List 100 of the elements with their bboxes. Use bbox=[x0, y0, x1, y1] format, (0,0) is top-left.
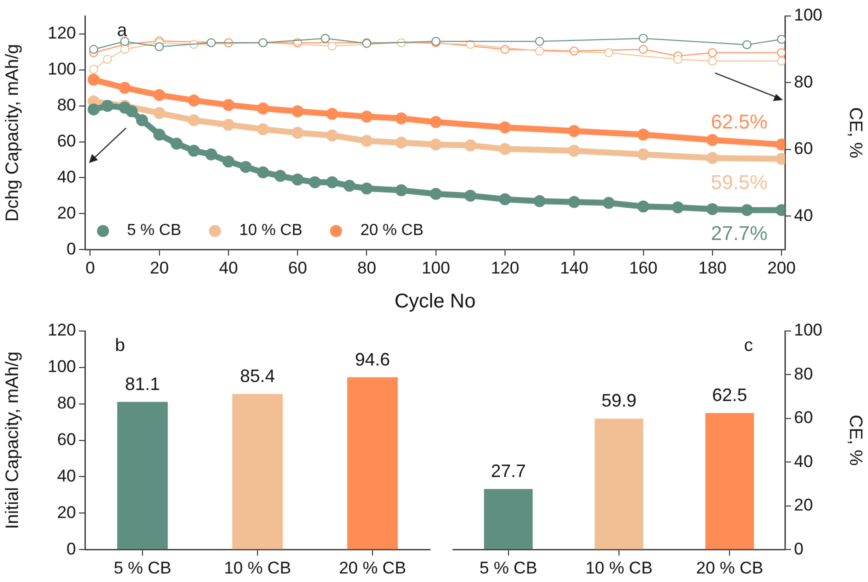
point bbox=[637, 148, 650, 160]
point bbox=[257, 123, 270, 136]
point bbox=[222, 98, 234, 111]
point bbox=[708, 56, 717, 66]
y-axis-title: Initial Capacity, mAh/g bbox=[2, 351, 22, 530]
point bbox=[430, 116, 442, 128]
point bbox=[328, 42, 337, 51]
point bbox=[343, 180, 356, 192]
point bbox=[102, 54, 112, 64]
point bbox=[170, 138, 183, 150]
point bbox=[464, 139, 476, 152]
point bbox=[535, 46, 544, 56]
point bbox=[637, 128, 650, 141]
point bbox=[568, 196, 580, 208]
point bbox=[257, 102, 270, 115]
x-tick-label: 180 bbox=[698, 258, 727, 278]
point bbox=[89, 44, 98, 54]
x-tick-label: 0 bbox=[85, 258, 95, 278]
y-tick-label: 120 bbox=[48, 24, 76, 43]
y2-tick-label: 60 bbox=[794, 139, 813, 158]
annotation: 59.5% bbox=[710, 172, 768, 194]
point bbox=[320, 34, 330, 43]
point bbox=[126, 105, 138, 118]
point bbox=[292, 174, 304, 186]
y-tick-label: 40 bbox=[57, 167, 76, 186]
bar bbox=[594, 418, 644, 550]
x-tick-label: 20 % CB bbox=[338, 558, 406, 578]
point bbox=[604, 48, 614, 58]
point bbox=[154, 42, 164, 52]
bar bbox=[347, 377, 398, 550]
y-tick-label: 0 bbox=[66, 539, 76, 558]
data-label: 62.5 bbox=[712, 384, 748, 405]
point bbox=[326, 176, 338, 188]
point bbox=[222, 156, 234, 168]
x-tick-label: 10 % CB bbox=[224, 558, 292, 578]
annotation: c bbox=[744, 335, 753, 355]
x-tick-label: 100 bbox=[422, 258, 450, 278]
point bbox=[188, 114, 200, 126]
point bbox=[308, 176, 321, 188]
point bbox=[257, 166, 270, 178]
x-tick-label: 40 bbox=[218, 258, 238, 278]
point bbox=[602, 196, 615, 209]
x-tick-label: 20 % CB bbox=[696, 558, 764, 578]
point bbox=[89, 64, 98, 74]
point bbox=[240, 160, 252, 173]
point bbox=[274, 170, 286, 182]
y2-tick-label: 80 bbox=[794, 72, 813, 92]
point bbox=[742, 40, 752, 50]
point bbox=[706, 134, 718, 146]
point bbox=[101, 100, 114, 112]
x-axis-title: Cycle No bbox=[394, 290, 476, 313]
x-tick-label: 160 bbox=[629, 258, 658, 278]
y-tick-label: 40 bbox=[57, 466, 76, 486]
point bbox=[568, 144, 580, 157]
point bbox=[499, 142, 511, 155]
point bbox=[499, 193, 511, 206]
y2-tick-label: 40 bbox=[794, 452, 813, 471]
point bbox=[292, 126, 304, 139]
x-tick-label: 5 % CB bbox=[114, 558, 172, 578]
point bbox=[153, 128, 166, 141]
y-tick-label: 120 bbox=[48, 320, 76, 340]
data-label: 59.9 bbox=[601, 390, 637, 411]
point bbox=[534, 195, 546, 208]
x-tick-label: 60 bbox=[288, 258, 308, 278]
x-tick-label: 120 bbox=[490, 258, 520, 278]
point bbox=[360, 182, 373, 195]
data-label: 81.1 bbox=[124, 374, 160, 394]
point bbox=[153, 107, 166, 120]
x-tick-label: 80 bbox=[357, 258, 376, 278]
point bbox=[777, 56, 785, 66]
point bbox=[672, 201, 684, 214]
y2-tick-label: 20 bbox=[794, 496, 813, 515]
point bbox=[706, 203, 718, 216]
point bbox=[360, 110, 373, 123]
point bbox=[637, 200, 650, 212]
point bbox=[395, 136, 408, 149]
point bbox=[535, 36, 544, 46]
y2-tick-label: 100 bbox=[794, 320, 822, 340]
y-tick-label: 80 bbox=[57, 96, 76, 115]
y2-tick-label: 0 bbox=[794, 539, 804, 558]
bar bbox=[232, 394, 283, 550]
y2-tick-label: 100 bbox=[794, 6, 822, 25]
y-tick-label: 80 bbox=[57, 394, 76, 413]
y-tick-label: 100 bbox=[48, 357, 76, 376]
y-tick-label: 20 bbox=[57, 502, 76, 522]
point bbox=[673, 54, 682, 64]
legend-label: 10 % CB bbox=[239, 222, 302, 240]
point bbox=[222, 118, 234, 131]
point bbox=[206, 38, 216, 48]
annotation: 27.7% bbox=[710, 223, 768, 246]
point bbox=[326, 108, 338, 120]
point bbox=[706, 152, 718, 164]
bar bbox=[484, 489, 533, 550]
point bbox=[568, 125, 580, 138]
point bbox=[118, 82, 131, 94]
y-tick-label: 0 bbox=[66, 239, 76, 258]
point bbox=[188, 94, 200, 106]
legend-label: 5 % CB bbox=[127, 222, 182, 240]
data-label: 85.4 bbox=[240, 366, 276, 386]
point bbox=[326, 129, 338, 142]
